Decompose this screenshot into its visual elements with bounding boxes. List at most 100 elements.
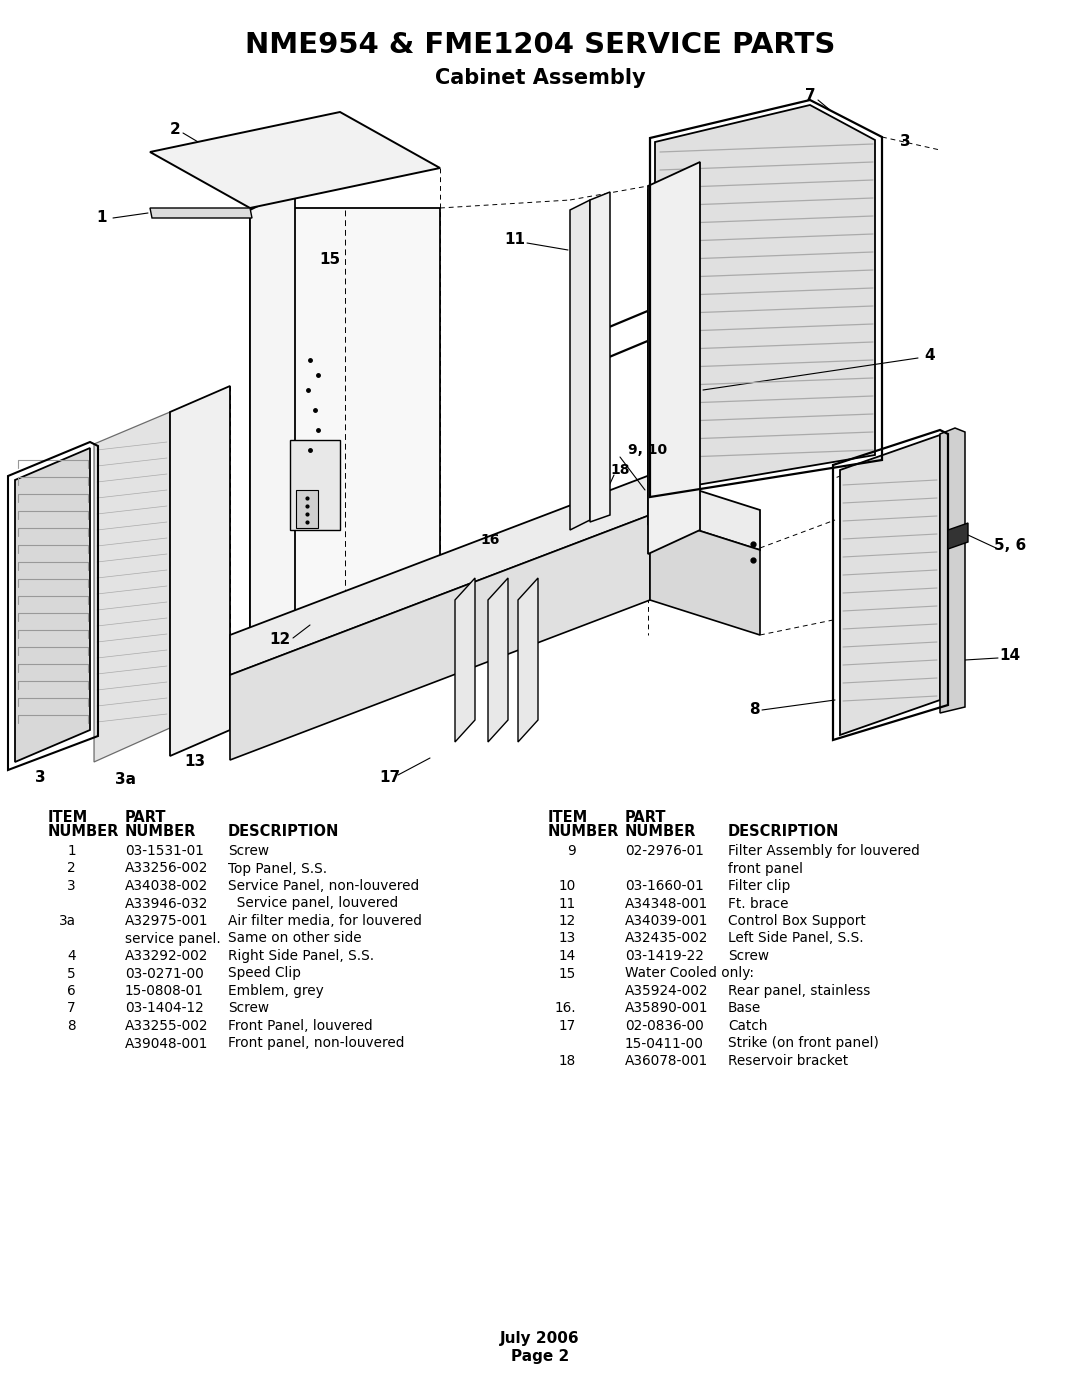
Text: Page 2: Page 2: [511, 1348, 569, 1363]
Text: A39048-001: A39048-001: [125, 1037, 208, 1051]
Text: 11: 11: [558, 897, 576, 911]
Text: 18: 18: [558, 1053, 576, 1067]
Text: Reservoir bracket: Reservoir bracket: [728, 1053, 848, 1067]
Text: 5: 5: [67, 967, 76, 981]
Text: 13: 13: [185, 754, 205, 770]
Text: Catch: Catch: [728, 1018, 768, 1032]
Text: 12: 12: [269, 633, 291, 647]
Text: 8: 8: [748, 703, 759, 718]
Text: Ft. brace: Ft. brace: [728, 897, 788, 911]
Text: A33255-002: A33255-002: [125, 1018, 208, 1032]
Polygon shape: [170, 386, 230, 756]
Text: 11: 11: [504, 232, 526, 247]
Text: Control Box Support: Control Box Support: [728, 914, 866, 928]
Text: Right Side Panel, S.S.: Right Side Panel, S.S.: [228, 949, 374, 963]
Polygon shape: [488, 578, 508, 742]
Text: 18: 18: [610, 462, 630, 476]
Text: Cabinet Assembly: Cabinet Assembly: [434, 68, 646, 88]
Text: service panel.: service panel.: [125, 932, 220, 946]
Text: 03-1404-12: 03-1404-12: [125, 1002, 204, 1016]
Polygon shape: [940, 427, 966, 712]
Text: Water Cooled only:: Water Cooled only:: [625, 967, 754, 981]
Text: 03-0271-00: 03-0271-00: [125, 967, 204, 981]
Polygon shape: [230, 515, 650, 760]
Text: 9, 10: 9, 10: [629, 443, 667, 457]
Text: 2: 2: [170, 123, 180, 137]
Text: ITEM: ITEM: [548, 810, 589, 826]
Text: PART: PART: [625, 810, 666, 826]
Text: Strike (on front panel): Strike (on front panel): [728, 1037, 879, 1051]
Text: 1: 1: [67, 844, 76, 858]
Polygon shape: [249, 189, 295, 662]
Text: NUMBER: NUMBER: [125, 824, 197, 840]
Text: 8: 8: [67, 1018, 76, 1032]
Text: 9: 9: [567, 844, 576, 858]
Text: 3a: 3a: [114, 773, 135, 788]
Text: 4: 4: [924, 348, 935, 362]
Text: 15-0411-00: 15-0411-00: [625, 1037, 704, 1051]
Text: 03-1419-22: 03-1419-22: [625, 949, 704, 963]
Text: Service Panel, non-louvered: Service Panel, non-louvered: [228, 879, 419, 893]
Text: Emblem, grey: Emblem, grey: [228, 983, 324, 997]
Text: 7: 7: [67, 1002, 76, 1016]
Text: A35890-001: A35890-001: [625, 1002, 708, 1016]
Text: 02-2976-01: 02-2976-01: [625, 844, 704, 858]
Text: DESCRIPTION: DESCRIPTION: [728, 824, 839, 840]
Text: 10: 10: [558, 879, 576, 893]
Text: 12: 12: [558, 914, 576, 928]
Text: Screw: Screw: [228, 844, 269, 858]
Text: 17: 17: [379, 771, 401, 785]
Text: Top Panel, S.S.: Top Panel, S.S.: [228, 862, 327, 876]
Text: 1: 1: [97, 211, 107, 225]
Polygon shape: [648, 162, 700, 555]
Polygon shape: [94, 412, 170, 761]
Text: NME954 & FME1204 SERVICE PARTS: NME954 & FME1204 SERVICE PARTS: [245, 31, 835, 59]
Text: A33946-032: A33946-032: [125, 897, 208, 911]
Polygon shape: [570, 200, 590, 529]
Text: 14: 14: [999, 647, 1021, 662]
Text: Front panel, non-louvered: Front panel, non-louvered: [228, 1037, 404, 1051]
Text: A32975-001: A32975-001: [125, 914, 208, 928]
Text: 03-1531-01: 03-1531-01: [125, 844, 204, 858]
Polygon shape: [15, 448, 90, 761]
Text: 2: 2: [67, 862, 76, 876]
Polygon shape: [296, 490, 318, 528]
Polygon shape: [948, 522, 968, 549]
Text: 6: 6: [67, 983, 76, 997]
Text: Front Panel, louvered: Front Panel, louvered: [228, 1018, 373, 1032]
Text: 15: 15: [320, 253, 340, 267]
Polygon shape: [518, 578, 538, 742]
Text: 16: 16: [481, 534, 500, 548]
Text: 15: 15: [558, 967, 576, 981]
Text: Service panel, louvered: Service panel, louvered: [228, 897, 399, 911]
Text: Left Side Panel, S.S.: Left Side Panel, S.S.: [728, 932, 864, 946]
Text: Screw: Screw: [228, 1002, 269, 1016]
Text: 3: 3: [900, 134, 910, 149]
Text: A34039-001: A34039-001: [625, 914, 708, 928]
Text: A34038-002: A34038-002: [125, 879, 208, 893]
Text: A34348-001: A34348-001: [625, 897, 708, 911]
Text: Filter Assembly for louvered: Filter Assembly for louvered: [728, 844, 920, 858]
Text: NUMBER: NUMBER: [625, 824, 697, 840]
Polygon shape: [291, 440, 340, 529]
Polygon shape: [654, 105, 875, 492]
Text: 4: 4: [67, 949, 76, 963]
Text: Screw: Screw: [728, 949, 769, 963]
Text: 02-0836-00: 02-0836-00: [625, 1018, 704, 1032]
Polygon shape: [840, 434, 940, 735]
Text: A33256-002: A33256-002: [125, 862, 208, 876]
Text: July 2006: July 2006: [500, 1330, 580, 1345]
Polygon shape: [590, 191, 610, 522]
Text: A32435-002: A32435-002: [625, 932, 708, 946]
Text: ITEM: ITEM: [48, 810, 89, 826]
Text: 13: 13: [558, 932, 576, 946]
Text: 3a: 3a: [59, 914, 76, 928]
Text: Same on other side: Same on other side: [228, 932, 362, 946]
Polygon shape: [249, 208, 440, 665]
Text: A35924-002: A35924-002: [625, 983, 708, 997]
Text: DESCRIPTION: DESCRIPTION: [228, 824, 339, 840]
Text: A33292-002: A33292-002: [125, 949, 208, 963]
Text: 16.: 16.: [554, 1002, 576, 1016]
Text: 5, 6: 5, 6: [994, 538, 1026, 552]
Text: 3: 3: [35, 771, 45, 785]
